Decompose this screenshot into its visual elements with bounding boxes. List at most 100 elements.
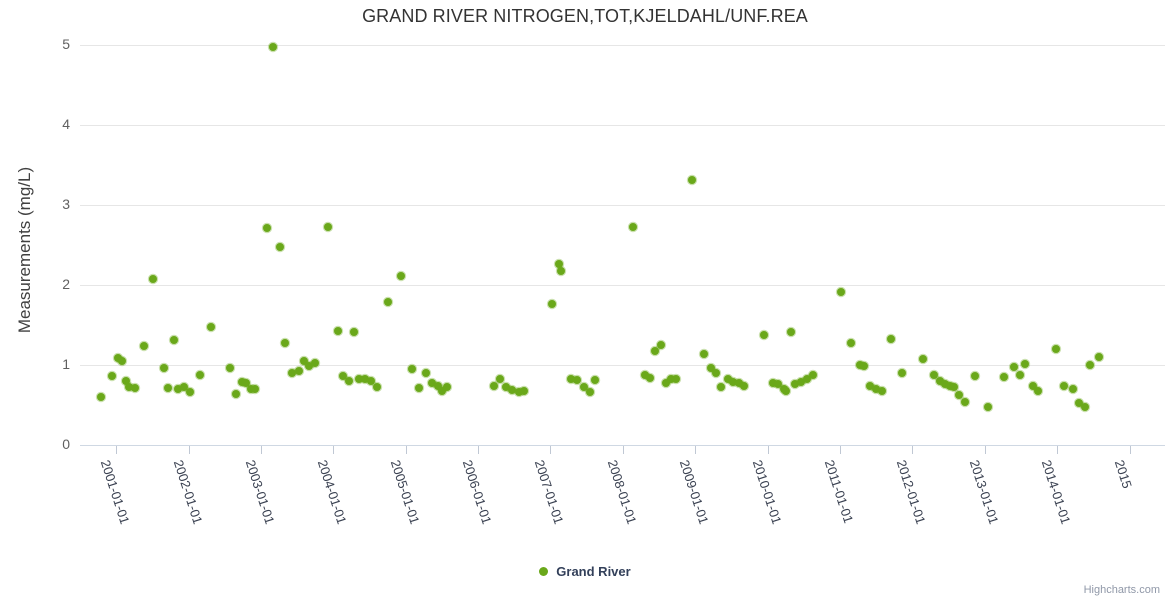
- data-point[interactable]: [225, 364, 234, 373]
- data-point[interactable]: [846, 339, 855, 348]
- data-point[interactable]: [304, 361, 313, 370]
- data-point[interactable]: [877, 386, 886, 395]
- data-point[interactable]: [414, 384, 423, 393]
- data-point[interactable]: [207, 322, 215, 331]
- data-point[interactable]: [174, 385, 183, 393]
- data-point[interactable]: [437, 386, 446, 395]
- data-point[interactable]: [1060, 381, 1069, 390]
- data-point[interactable]: [238, 377, 247, 386]
- data-point[interactable]: [699, 349, 708, 358]
- data-point[interactable]: [269, 42, 278, 51]
- data-point[interactable]: [935, 377, 944, 385]
- data-point[interactable]: [954, 391, 963, 400]
- data-point[interactable]: [251, 385, 260, 393]
- data-point[interactable]: [667, 374, 676, 383]
- data-point[interactable]: [1021, 360, 1030, 369]
- data-point[interactable]: [872, 385, 881, 393]
- data-point[interactable]: [585, 388, 594, 397]
- data-point[interactable]: [886, 335, 895, 344]
- data-point[interactable]: [366, 377, 375, 385]
- data-point[interactable]: [139, 341, 148, 350]
- data-point[interactable]: [579, 383, 588, 392]
- data-point[interactable]: [711, 369, 720, 377]
- data-point[interactable]: [1034, 387, 1043, 396]
- data-point[interactable]: [310, 359, 319, 368]
- data-point[interactable]: [149, 274, 158, 283]
- data-point[interactable]: [930, 370, 939, 379]
- data-point[interactable]: [734, 379, 743, 388]
- data-point[interactable]: [242, 379, 251, 388]
- data-point[interactable]: [324, 223, 333, 232]
- data-point[interactable]: [501, 383, 510, 392]
- data-point[interactable]: [372, 383, 381, 392]
- data-point[interactable]: [687, 176, 696, 185]
- data-point[interactable]: [280, 339, 289, 348]
- data-point[interactable]: [396, 272, 405, 281]
- data-point[interactable]: [361, 375, 370, 384]
- data-point[interactable]: [547, 300, 556, 309]
- data-point[interactable]: [782, 386, 791, 395]
- data-point[interactable]: [246, 385, 255, 393]
- data-point[interactable]: [520, 387, 529, 396]
- data-point[interactable]: [1069, 385, 1078, 393]
- data-point[interactable]: [1009, 362, 1018, 371]
- data-point[interactable]: [186, 388, 195, 397]
- data-point[interactable]: [970, 372, 979, 381]
- data-point[interactable]: [918, 354, 927, 363]
- data-point[interactable]: [294, 366, 303, 375]
- data-point[interactable]: [1086, 361, 1095, 369]
- data-point[interactable]: [740, 381, 749, 390]
- data-point[interactable]: [442, 382, 451, 391]
- data-point[interactable]: [355, 375, 364, 384]
- data-point[interactable]: [131, 384, 139, 393]
- data-point[interactable]: [508, 385, 517, 394]
- data-point[interactable]: [808, 370, 817, 379]
- data-point[interactable]: [984, 402, 993, 411]
- data-point[interactable]: [1051, 345, 1060, 353]
- data-point[interactable]: [557, 266, 566, 275]
- data-point[interactable]: [384, 297, 393, 306]
- data-point[interactable]: [164, 384, 173, 393]
- data-point[interactable]: [300, 357, 309, 365]
- data-point[interactable]: [276, 242, 285, 251]
- data-point[interactable]: [196, 370, 205, 379]
- data-point[interactable]: [657, 341, 666, 349]
- data-point[interactable]: [898, 369, 907, 377]
- data-point[interactable]: [1080, 402, 1089, 411]
- data-point[interactable]: [640, 371, 649, 380]
- data-point[interactable]: [159, 364, 168, 373]
- data-point[interactable]: [802, 375, 811, 384]
- data-point[interactable]: [717, 382, 726, 391]
- data-point[interactable]: [591, 376, 600, 385]
- data-point[interactable]: [514, 388, 523, 397]
- data-point[interactable]: [495, 375, 504, 384]
- data-point[interactable]: [760, 330, 768, 339]
- data-point[interactable]: [837, 288, 846, 297]
- data-point[interactable]: [950, 383, 959, 392]
- data-point[interactable]: [572, 376, 581, 385]
- highcharts-credit[interactable]: Highcharts.com: [1083, 584, 1160, 596]
- data-point[interactable]: [555, 260, 564, 269]
- data-point[interactable]: [728, 377, 737, 386]
- data-point[interactable]: [339, 372, 348, 381]
- data-point[interactable]: [121, 377, 130, 385]
- data-point[interactable]: [796, 377, 805, 386]
- data-point[interactable]: [170, 336, 179, 345]
- data-point[interactable]: [646, 373, 655, 382]
- data-point[interactable]: [179, 382, 188, 391]
- data-point[interactable]: [786, 328, 795, 337]
- data-point[interactable]: [232, 389, 241, 398]
- data-point[interactable]: [490, 381, 499, 390]
- data-point[interactable]: [96, 393, 105, 401]
- data-point[interactable]: [866, 381, 875, 390]
- data-point[interactable]: [344, 377, 353, 385]
- data-point[interactable]: [1015, 370, 1024, 379]
- data-point[interactable]: [407, 365, 416, 373]
- data-point[interactable]: [672, 375, 681, 384]
- data-point[interactable]: [707, 364, 716, 373]
- data-point[interactable]: [1095, 353, 1104, 361]
- data-point[interactable]: [662, 378, 671, 387]
- data-point[interactable]: [566, 375, 575, 384]
- data-point[interactable]: [349, 328, 358, 337]
- data-point[interactable]: [433, 381, 442, 390]
